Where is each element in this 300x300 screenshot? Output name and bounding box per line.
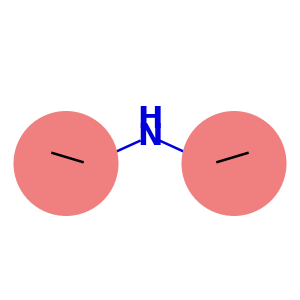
Text: N: N [137, 122, 163, 151]
Circle shape [14, 111, 119, 216]
Text: H: H [137, 106, 163, 134]
Circle shape [182, 111, 286, 216]
